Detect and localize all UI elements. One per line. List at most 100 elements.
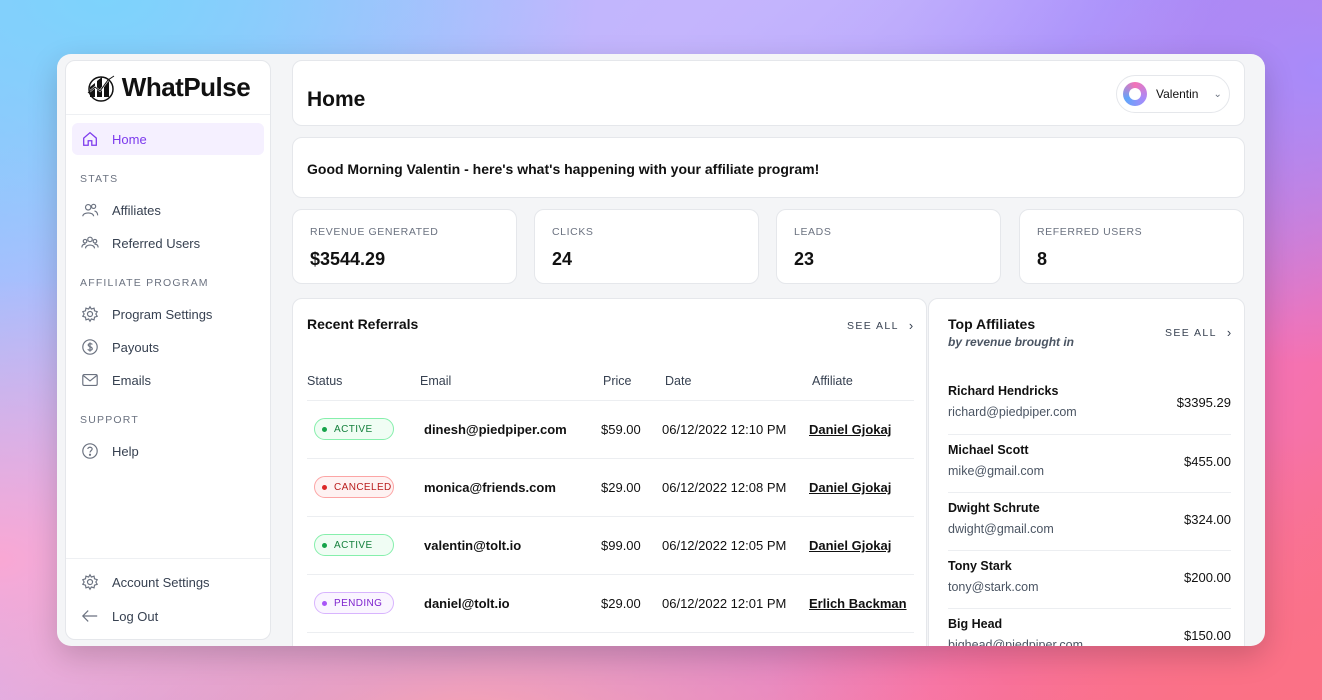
home-icon [80, 129, 100, 149]
sidebar-item-program-settings[interactable]: Program Settings [72, 298, 264, 330]
affiliate-name: Big Head [948, 617, 1003, 631]
affiliate-email: mike@gmail.com [948, 464, 1045, 478]
sidebar-item-referred-users[interactable]: Referred Users [72, 227, 264, 259]
greeting-banner: Good Morning Valentin - here's what's ha… [292, 137, 1245, 198]
card-subtitle: by revenue brought in [948, 335, 1075, 349]
status-badge: CANCELED [314, 476, 394, 498]
user-menu-button[interactable]: Valentin ⌄ [1116, 75, 1230, 113]
status-badge: ACTIVE [314, 418, 394, 440]
affiliate-name: Dwight Schrute [948, 501, 1040, 515]
section-label-support: SUPPORT [80, 414, 139, 426]
affiliate-revenue: $3395.29 [1176, 395, 1231, 410]
sidebar-item-label: Help [112, 443, 139, 459]
app-window: WhatPulse Home STATS Affiliates Referred… [57, 54, 1265, 646]
affiliate-email: tony@stark.com [948, 580, 1039, 594]
referral-date: 06/12/2022 12:10 PM [662, 422, 787, 437]
referral-date: 06/12/2022 12:05 PM [662, 538, 787, 553]
referral-email: daniel@tolt.io [424, 596, 510, 611]
group-icon [80, 233, 100, 253]
see-all-label: SEE ALL [847, 319, 899, 332]
affiliate-revenue: $455.00 [1184, 454, 1231, 469]
affiliate-name: Richard Hendricks [948, 384, 1059, 398]
card-title: Recent Referrals [307, 316, 419, 332]
sidebar-item-log-out[interactable]: Log Out [72, 600, 264, 632]
user-name: Valentin [1156, 87, 1199, 101]
see-all-affiliates-link[interactable]: SEE ALL › [1165, 325, 1231, 340]
see-all-label: SEE ALL [1165, 326, 1217, 339]
brand-logo[interactable]: WhatPulse [66, 61, 270, 115]
see-all-referrals-link[interactable]: SEE ALL › [847, 318, 913, 333]
column-header-status[interactable]: Status [307, 374, 343, 388]
referral-price: $59.00 [601, 422, 641, 437]
affiliate-link[interactable]: Daniel Gjokaj [809, 480, 892, 495]
column-header-price[interactable]: Price [603, 374, 632, 388]
brand-name: WhatPulse [121, 72, 251, 102]
gear-icon [80, 572, 100, 592]
sidebar-item-home[interactable]: Home [72, 123, 264, 155]
sidebar-item-label: Affiliates [112, 202, 161, 218]
sidebar-item-label: Program Settings [112, 306, 213, 322]
sidebar-item-account-settings[interactable]: Account Settings [72, 566, 264, 598]
stat-value: 23 [794, 249, 815, 269]
table-row[interactable]: CANCELED monica@friends.com $29.00 06/12… [307, 458, 914, 516]
affiliate-email: bighead@piedpiper.com [948, 638, 1084, 646]
page-title: Home [307, 88, 366, 111]
referral-price: $29.00 [601, 480, 641, 495]
table-row[interactable]: ACTIVE dinesh@piedpiper.com $59.00 06/12… [307, 400, 914, 458]
affiliate-email: dwight@gmail.com [948, 522, 1054, 536]
affiliate-link[interactable]: Erlich Backman [809, 596, 907, 611]
sidebar-item-payouts[interactable]: Payouts [72, 331, 264, 363]
mail-icon [80, 370, 100, 390]
help-icon [80, 441, 100, 461]
column-header-affiliate[interactable]: Affiliate [812, 374, 853, 388]
sidebar-item-help[interactable]: Help [72, 435, 264, 467]
affiliate-name: Michael Scott [948, 443, 1029, 457]
list-item[interactable]: Richard Hendricks richard@piedpiper.com … [948, 376, 1231, 434]
stat-value: 24 [552, 249, 573, 269]
avatar [1123, 82, 1147, 106]
column-header-date[interactable]: Date [665, 374, 692, 388]
referral-price: $99.00 [601, 538, 641, 553]
affiliate-name: Tony Stark [948, 559, 1012, 573]
list-item[interactable]: Michael Scott mike@gmail.com $455.00 [948, 434, 1231, 492]
referral-email: monica@friends.com [424, 480, 556, 495]
status-text: CANCELED [334, 481, 392, 493]
top-affiliates-card: Top Affiliates by revenue brought in SEE… [928, 298, 1245, 646]
sidebar-item-affiliates[interactable]: Affiliates [72, 194, 264, 226]
chevron-right-icon: › [908, 318, 914, 333]
sidebar-item-label: Referred Users [112, 235, 201, 251]
table-row [307, 632, 914, 646]
affiliate-link[interactable]: Daniel Gjokaj [809, 538, 892, 553]
sidebar-item-label: Account Settings [112, 574, 210, 590]
greeting-text: Good Morning Valentin - here's what's ha… [307, 161, 820, 177]
referral-date: 06/12/2022 12:08 PM [662, 480, 787, 495]
sidebar: WhatPulse Home STATS Affiliates Referred… [65, 60, 271, 640]
status-text: ACTIVE [334, 539, 373, 551]
sidebar-item-label: Payouts [112, 339, 159, 355]
table-row[interactable]: PENDING daniel@tolt.io $29.00 06/12/2022… [307, 574, 914, 632]
status-badge: ACTIVE [314, 534, 394, 556]
affiliate-revenue: $150.00 [1184, 628, 1231, 643]
stat-card-revenue: REVENUE GENERATED $3544.29 [292, 209, 517, 284]
referral-date: 06/12/2022 12:01 PM [662, 596, 787, 611]
stat-label: REFERRED USERS [1037, 226, 1143, 238]
sidebar-item-emails[interactable]: Emails [72, 364, 264, 396]
list-item[interactable]: Tony Stark tony@stark.com $200.00 [948, 550, 1231, 608]
list-item[interactable]: Big Head bighead@piedpiper.com $150.00 [948, 608, 1231, 646]
column-header-email[interactable]: Email [420, 374, 452, 388]
affiliate-revenue: $324.00 [1184, 512, 1231, 527]
stat-label: REVENUE GENERATED [310, 226, 439, 238]
referral-email: dinesh@piedpiper.com [424, 422, 567, 437]
recent-referrals-card: Recent Referrals SEE ALL › Status Email … [292, 298, 927, 646]
stat-label: LEADS [794, 226, 832, 238]
whatpulse-logo-icon [87, 74, 115, 102]
section-label-stats: STATS [80, 173, 119, 185]
arrow-left-icon [80, 606, 100, 626]
page-header: Home Valentin ⌄ [292, 60, 1245, 126]
stat-card-leads: LEADS 23 [776, 209, 1001, 284]
list-item[interactable]: Dwight Schrute dwight@gmail.com $324.00 [948, 492, 1231, 550]
affiliate-link[interactable]: Daniel Gjokaj [809, 422, 892, 437]
table-row[interactable]: ACTIVE valentin@tolt.io $99.00 06/12/202… [307, 516, 914, 574]
status-badge: PENDING [314, 592, 394, 614]
affiliate-email: richard@piedpiper.com [948, 405, 1077, 419]
